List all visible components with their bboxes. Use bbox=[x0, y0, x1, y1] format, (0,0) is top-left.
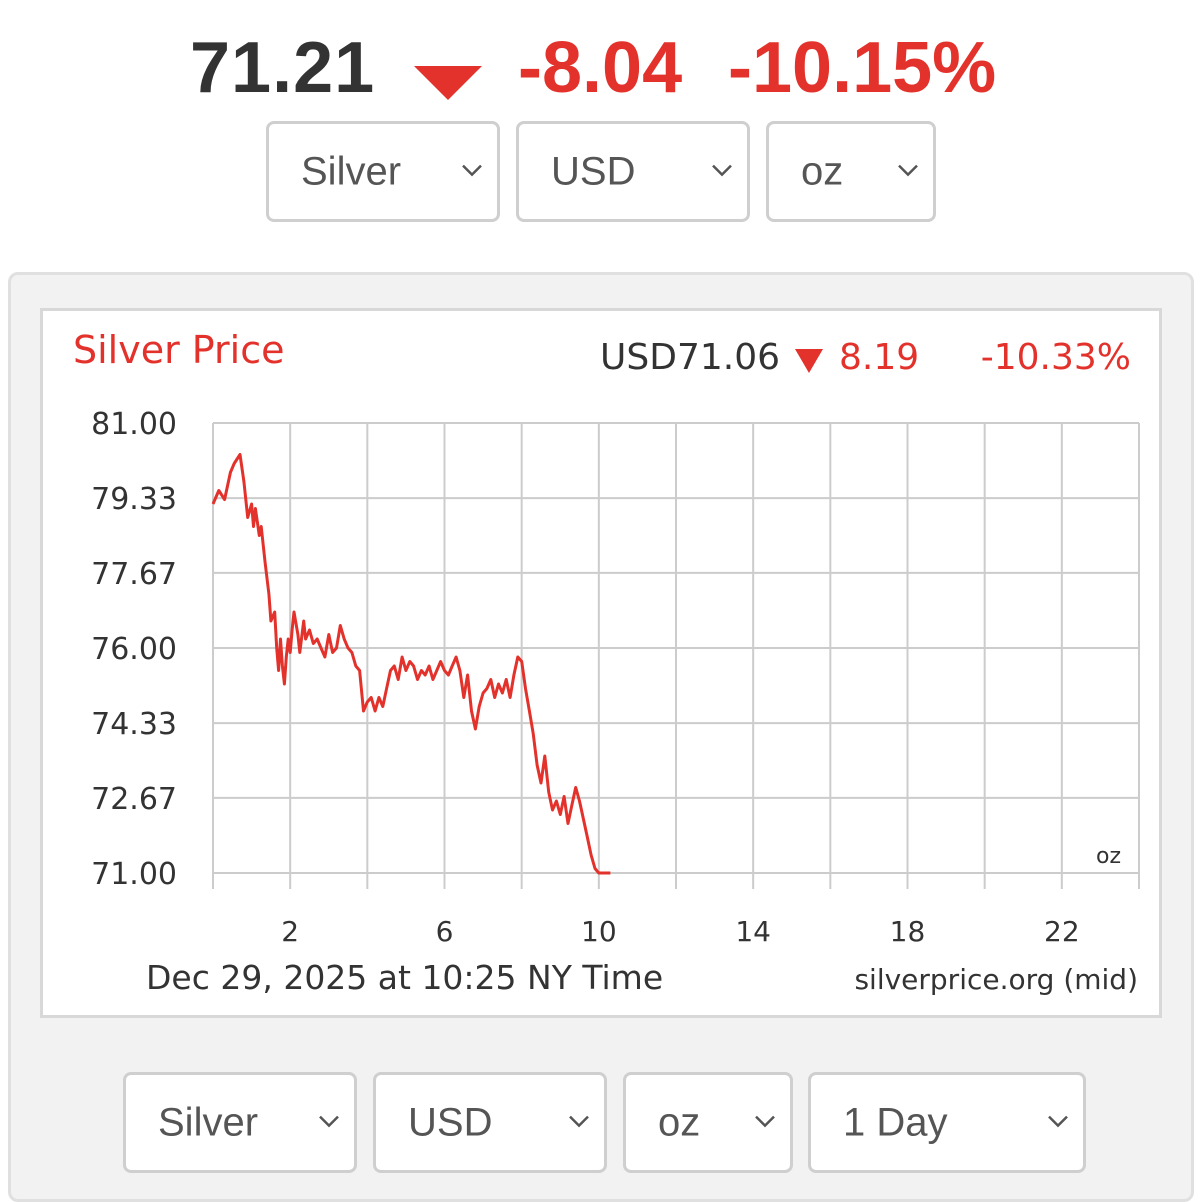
chart-source: silverprice.org (mid) bbox=[854, 963, 1138, 996]
bottom-currency-select[interactable]: USD bbox=[373, 1072, 607, 1173]
y-tick-label: 72.67 bbox=[91, 782, 177, 817]
metal-select-value: Silver bbox=[301, 149, 402, 193]
bottom-metal-select[interactable]: Silver bbox=[123, 1072, 357, 1173]
y-tick-label: 74.33 bbox=[91, 707, 177, 742]
chevron-down-icon bbox=[462, 164, 482, 176]
x-tick-label: 22 bbox=[1044, 915, 1080, 948]
y-tick-label: 77.67 bbox=[91, 557, 177, 592]
chevron-down-icon bbox=[319, 1115, 339, 1127]
x-tick-label: 6 bbox=[436, 915, 454, 948]
y-tick-label: 76.00 bbox=[91, 632, 177, 667]
current-price: 71.21 bbox=[190, 28, 376, 108]
price-change-percent: -10.15% bbox=[728, 28, 997, 108]
price-change: -8.04 bbox=[518, 28, 683, 108]
bottom-currency-select-value: USD bbox=[408, 1100, 493, 1144]
chart-timestamp: Dec 29, 2025 at 10:25 NY Time bbox=[146, 958, 663, 997]
metal-select[interactable]: Silver bbox=[266, 121, 500, 222]
range-select[interactable]: 1 Day bbox=[808, 1072, 1086, 1173]
chevron-down-icon bbox=[569, 1115, 589, 1127]
unit-select-value: oz bbox=[801, 149, 844, 193]
chevron-down-icon bbox=[712, 164, 732, 176]
x-tick-label: 2 bbox=[281, 915, 299, 948]
currency-select-value: USD bbox=[551, 149, 636, 193]
price-header: 71.21 -8.04 -10.15% bbox=[0, 28, 1200, 108]
y-tick-label: 81.00 bbox=[91, 407, 177, 442]
chart-down-arrow-icon bbox=[795, 349, 823, 373]
currency-select[interactable]: USD bbox=[516, 121, 750, 222]
down-arrow-icon bbox=[414, 66, 482, 100]
price-series-line bbox=[211, 453, 611, 875]
bottom-unit-select-value: oz bbox=[658, 1100, 701, 1144]
x-tick-label: 14 bbox=[735, 915, 771, 948]
y-tick-label: 79.33 bbox=[91, 482, 177, 517]
x-tick-label: 18 bbox=[890, 915, 926, 948]
bottom-unit-select[interactable]: oz bbox=[623, 1072, 793, 1173]
chart-change-percent: -10.33% bbox=[981, 337, 1131, 378]
chevron-down-icon bbox=[1048, 1115, 1068, 1127]
price-chart: Silver Price USD71.06 8.19 -10.33% 81.00… bbox=[73, 328, 1140, 997]
x-tick-label: 10 bbox=[581, 915, 617, 948]
bottom-metal-select-value: Silver bbox=[158, 1100, 259, 1144]
y-tick-label: 71.00 bbox=[91, 857, 177, 892]
chart-price-label: USD71.06 bbox=[600, 337, 780, 378]
chart-container: Silver Price USD71.06 8.19 -10.33% 81.00… bbox=[40, 308, 1162, 1018]
chevron-down-icon bbox=[898, 164, 918, 176]
chart-unit-label: oz bbox=[1096, 844, 1121, 869]
chevron-down-icon bbox=[755, 1115, 775, 1127]
range-select-value: 1 Day bbox=[843, 1100, 948, 1144]
chart-change: 8.19 bbox=[839, 337, 919, 378]
unit-select[interactable]: oz bbox=[766, 121, 936, 222]
chart-title: Silver Price bbox=[73, 328, 285, 372]
